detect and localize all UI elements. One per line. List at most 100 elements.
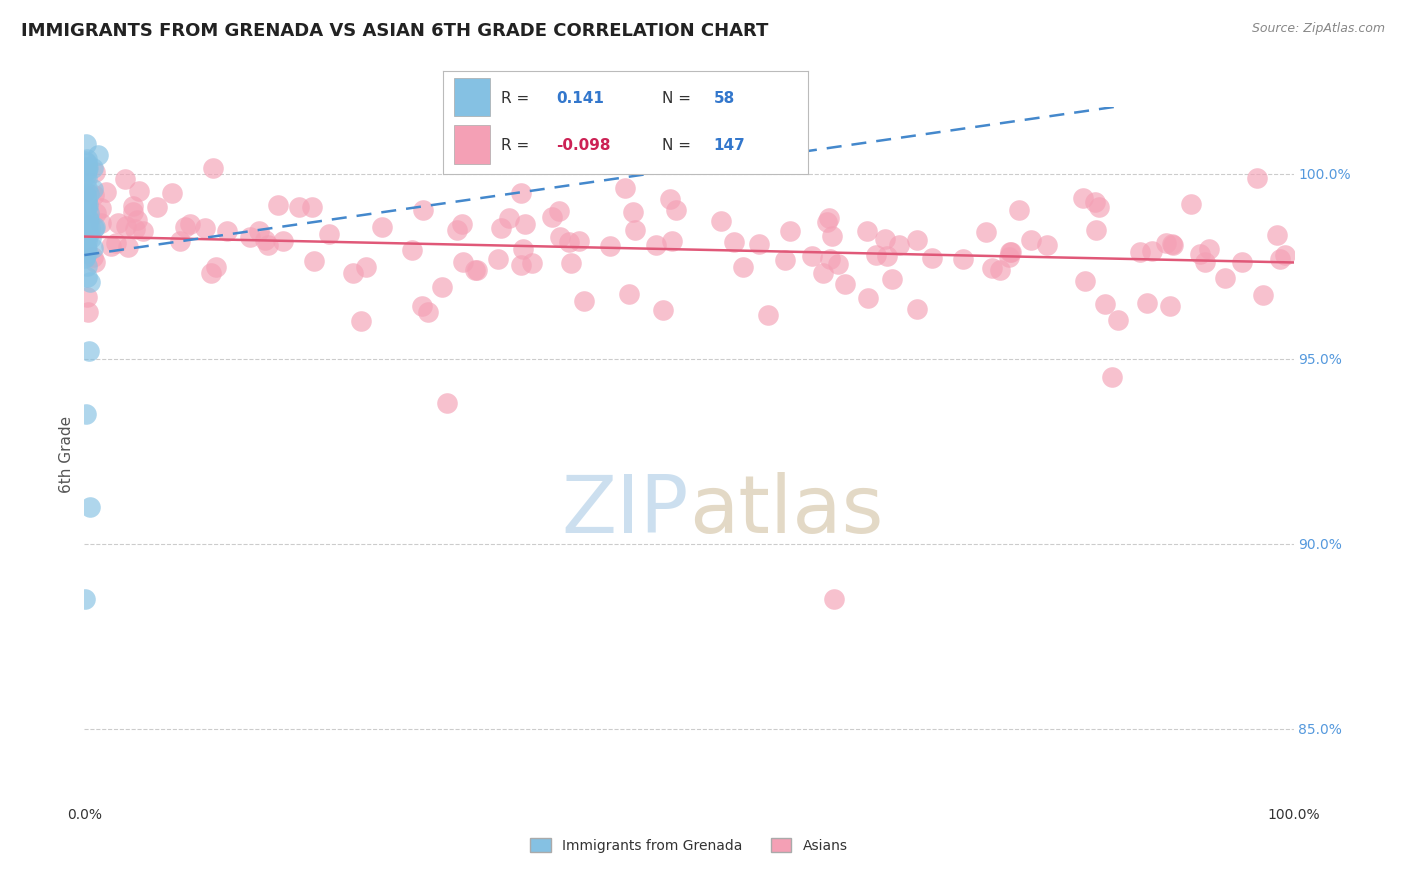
Text: R =: R =: [502, 90, 534, 105]
Point: [76, 270, 98, 285]
Bar: [454, 125, 491, 163]
Point: [73, 230, 96, 244]
Point: [90, 216, 112, 230]
Point: [1274, 247, 1296, 261]
Point: [548, 230, 571, 244]
Text: atlas: atlas: [689, 472, 883, 549]
Point: [1180, 197, 1202, 211]
Point: [75, 214, 97, 228]
Point: [980, 260, 1002, 275]
Point: [416, 305, 439, 319]
Point: [273, 235, 295, 249]
Point: [887, 237, 910, 252]
Point: [876, 249, 898, 263]
Point: [748, 237, 770, 252]
Point: [179, 217, 201, 231]
Point: [1161, 236, 1184, 251]
Point: [1019, 233, 1042, 247]
Point: [79, 186, 101, 201]
Point: [202, 161, 225, 175]
Point: [498, 211, 520, 225]
Text: 147: 147: [713, 137, 745, 153]
Point: [75, 224, 97, 238]
Point: [509, 186, 531, 201]
Point: [644, 238, 666, 252]
Point: [76, 161, 98, 176]
Point: [76, 163, 98, 178]
Point: [128, 185, 150, 199]
Point: [73, 218, 96, 232]
Point: [733, 260, 755, 275]
Point: [371, 220, 394, 235]
Point: [436, 396, 458, 410]
Point: [301, 200, 323, 214]
Text: 58: 58: [713, 90, 735, 105]
Point: [921, 251, 943, 265]
Point: [77, 211, 100, 226]
Point: [905, 301, 928, 316]
Point: [815, 215, 838, 229]
Point: [1088, 200, 1111, 214]
Text: Source: ZipAtlas.com: Source: ZipAtlas.com: [1251, 22, 1385, 36]
Point: [77, 218, 100, 232]
Point: [75, 197, 97, 211]
Point: [1036, 238, 1059, 252]
Point: [1000, 245, 1022, 260]
Text: N =: N =: [662, 137, 696, 153]
Point: [194, 220, 217, 235]
Point: [1094, 296, 1116, 310]
Point: [79, 221, 101, 235]
Point: [512, 243, 534, 257]
Point: [1194, 255, 1216, 269]
Point: [146, 200, 169, 214]
Point: [75, 189, 97, 203]
Point: [76, 171, 98, 186]
Point: [548, 203, 571, 218]
Point: [114, 171, 136, 186]
Point: [1107, 312, 1129, 326]
Point: [76, 290, 98, 304]
Point: [75, 214, 97, 228]
Point: [75, 194, 97, 209]
Point: [354, 260, 377, 274]
Point: [122, 199, 145, 213]
Point: [82, 250, 104, 264]
Point: [1265, 228, 1288, 243]
Point: [1163, 238, 1185, 252]
Point: [1008, 202, 1031, 217]
Point: [254, 234, 277, 248]
Point: [132, 223, 155, 237]
Point: [76, 242, 98, 256]
Point: [200, 267, 222, 281]
Point: [1084, 195, 1107, 210]
Text: ZIP: ZIP: [561, 472, 689, 549]
Point: [174, 219, 197, 234]
Point: [465, 263, 488, 277]
Point: [1159, 299, 1181, 313]
Point: [82, 182, 104, 196]
Point: [73, 154, 96, 169]
Point: [873, 232, 896, 246]
Point: [127, 213, 149, 227]
Point: [76, 155, 98, 169]
Point: [115, 219, 138, 233]
Point: [267, 197, 290, 211]
Point: [75, 407, 97, 421]
Point: [83, 188, 105, 202]
Point: [1140, 244, 1163, 259]
Point: [997, 250, 1019, 264]
Point: [952, 252, 974, 266]
Point: [77, 206, 100, 220]
Point: [818, 211, 841, 225]
Point: [75, 198, 97, 212]
Text: R =: R =: [502, 137, 534, 153]
Point: [990, 262, 1012, 277]
Point: [75, 188, 97, 202]
Point: [342, 266, 364, 280]
Point: [1071, 191, 1094, 205]
Point: [215, 224, 238, 238]
Point: [614, 180, 637, 194]
Point: [247, 223, 270, 237]
Point: [75, 207, 97, 221]
Text: -0.098: -0.098: [557, 137, 610, 153]
